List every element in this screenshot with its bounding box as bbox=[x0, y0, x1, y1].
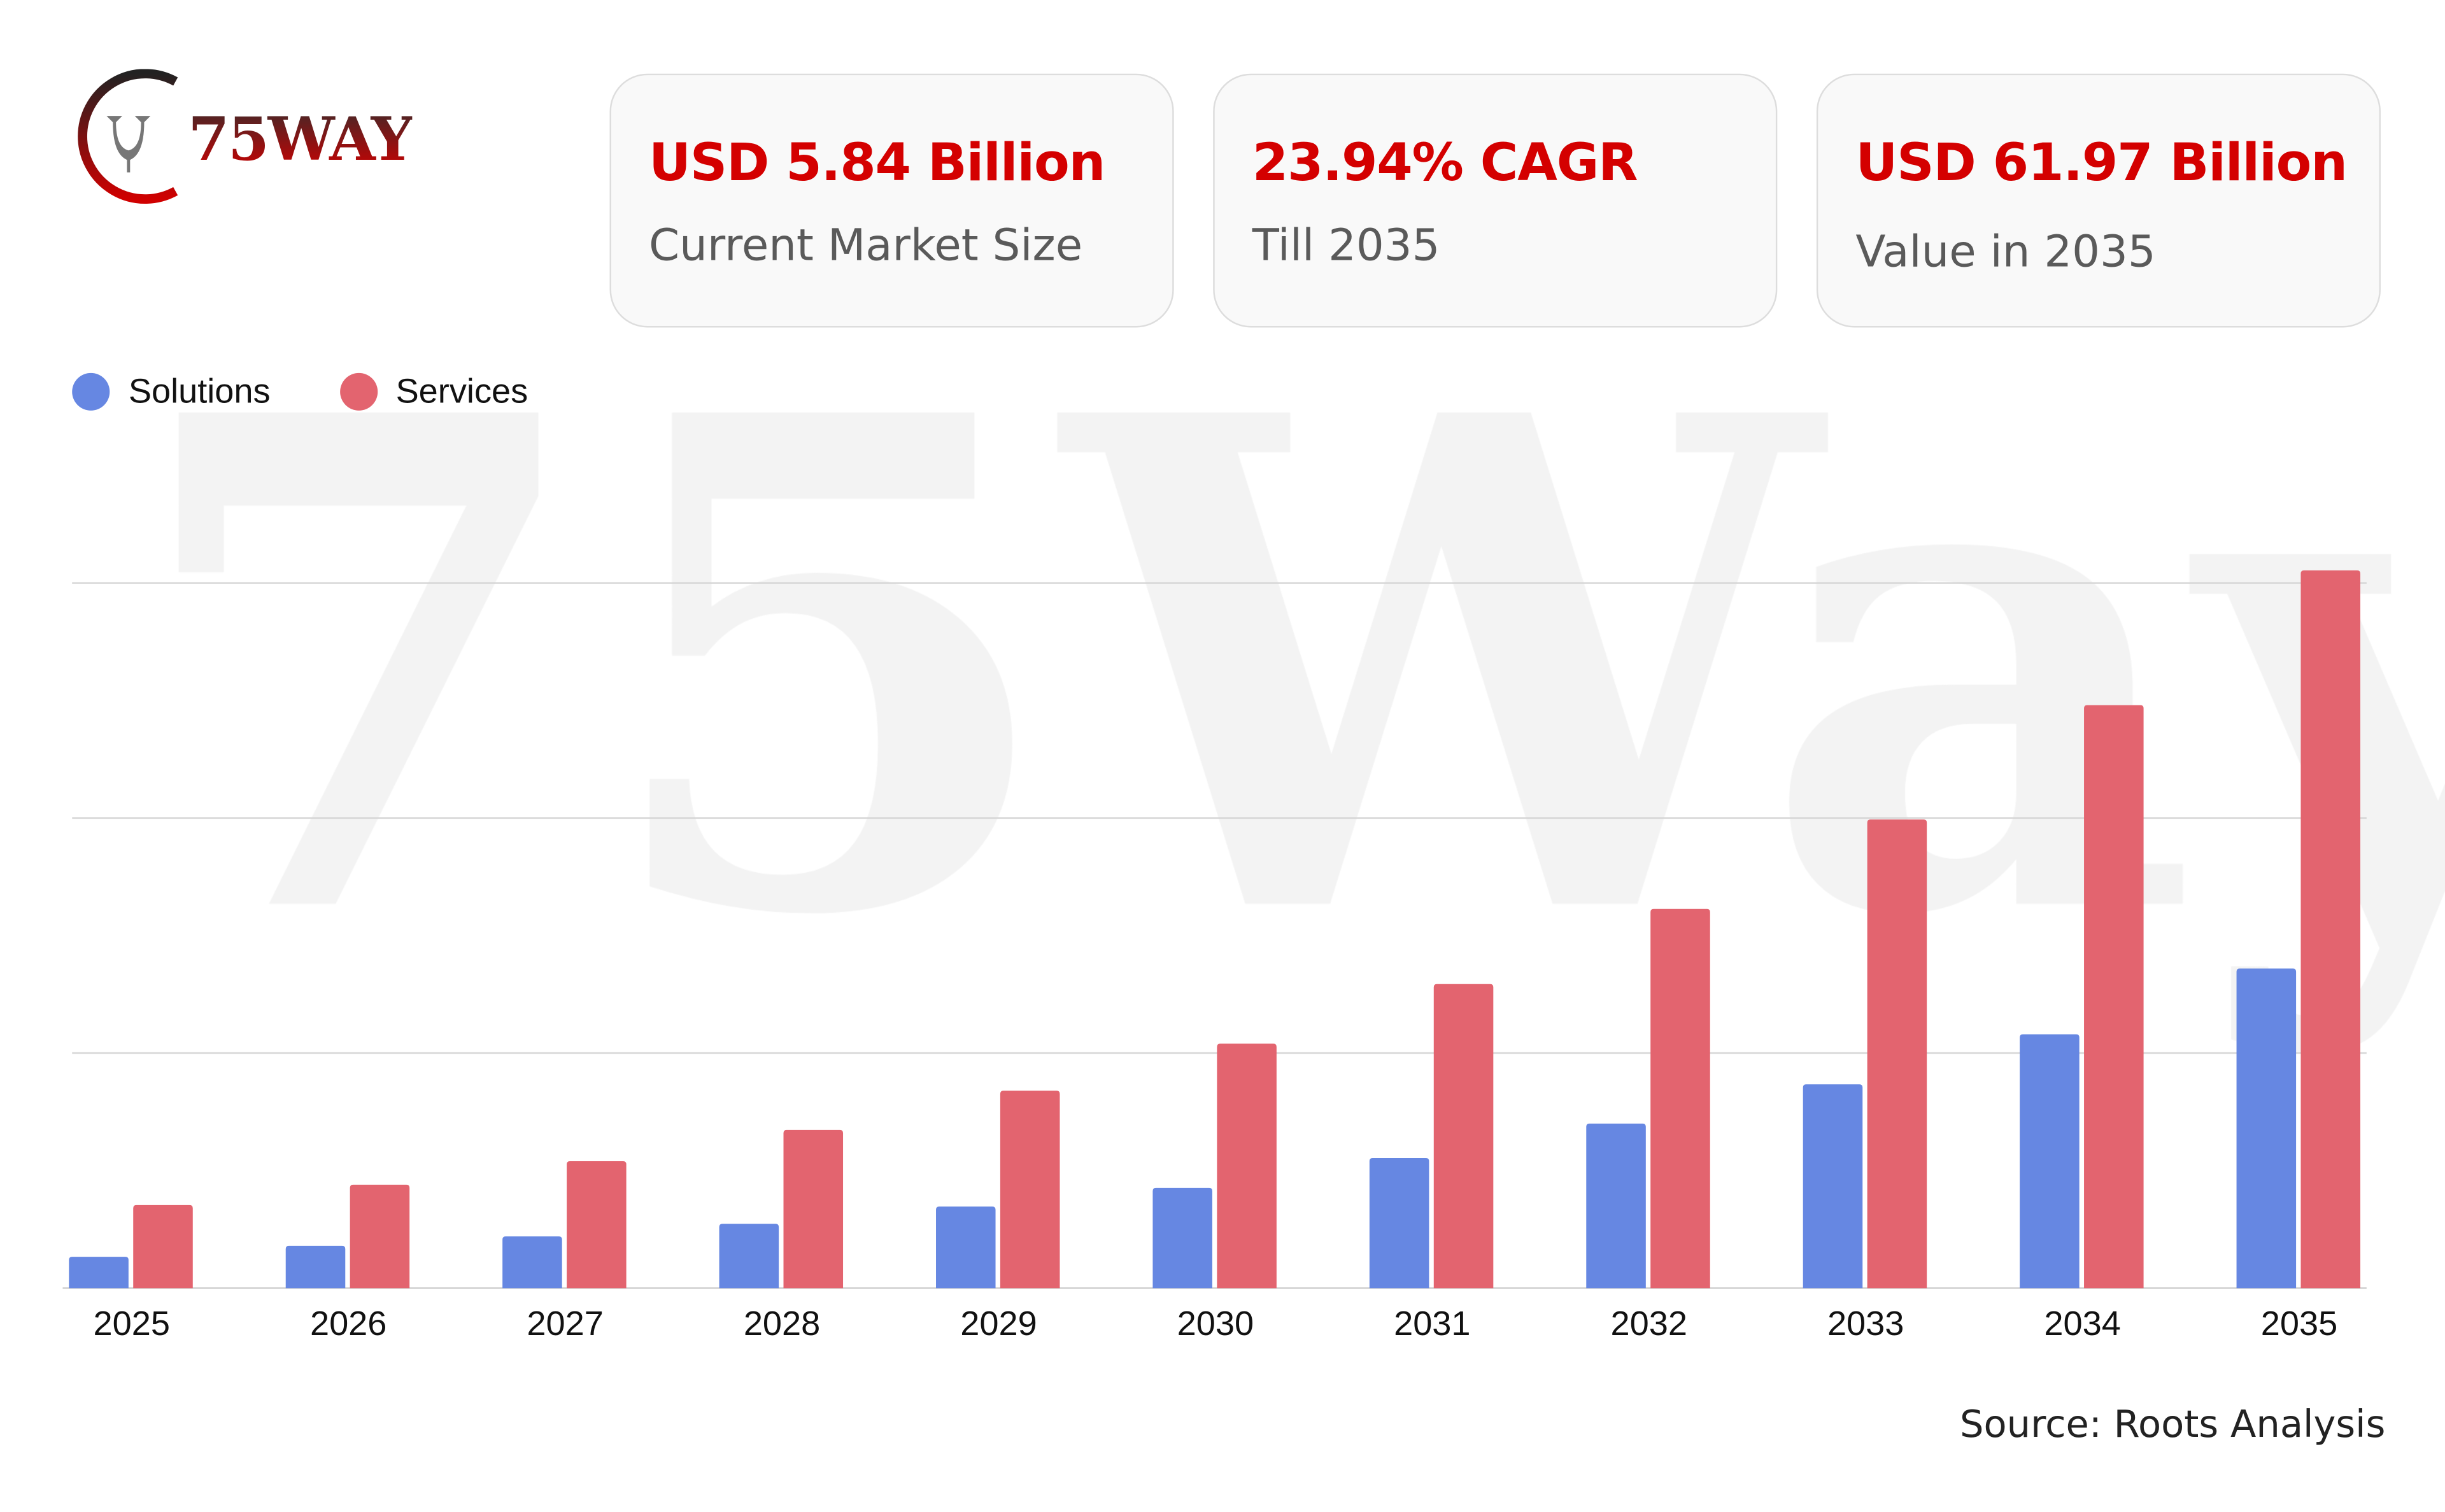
bar-solutions-2029 bbox=[936, 1206, 996, 1289]
legend-label: Services bbox=[395, 371, 528, 411]
bar-services-2025 bbox=[133, 1205, 193, 1289]
legend-label: Solutions bbox=[128, 371, 271, 411]
bar-services-2031 bbox=[1433, 984, 1494, 1289]
legend-item-solutions: Solutions bbox=[72, 371, 271, 412]
bar-services-2034 bbox=[2084, 705, 2144, 1289]
bar-services-2026 bbox=[350, 1184, 410, 1289]
stat-card-2035-value: USD 61.97 Billion Value in 2035 bbox=[1816, 73, 2381, 328]
bar-solutions-2027 bbox=[502, 1236, 562, 1289]
x-tick-label: 2028 bbox=[744, 1304, 820, 1343]
x-tick-label: 2025 bbox=[94, 1304, 170, 1343]
stat-card-market-size: USD 5.84 Billion Current Market Size bbox=[609, 73, 1174, 328]
bar-chart: 2025 2026 2027 2028 2029 2030 2031 2032 2033 2034… bbox=[62, 570, 2367, 1343]
x-tick-label: 2032 bbox=[1611, 1304, 1687, 1343]
legend-swatch-solutions bbox=[72, 372, 110, 411]
x-tick-label: 2030 bbox=[1177, 1304, 1254, 1343]
legend-swatch-services bbox=[339, 372, 378, 411]
stat-value: 23.94% CAGR bbox=[1252, 131, 1638, 193]
bar-solutions-2026 bbox=[285, 1245, 346, 1289]
bar-services-2035 bbox=[2300, 570, 2361, 1289]
x-tick-label: 2035 bbox=[2261, 1304, 2337, 1343]
x-tick-label: 2033 bbox=[1827, 1304, 1904, 1343]
legend-item-services: Services bbox=[339, 371, 528, 412]
bar-solutions-2034 bbox=[2020, 1034, 2080, 1289]
x-tick-label: 2027 bbox=[527, 1304, 603, 1343]
bar-solutions-2030 bbox=[1152, 1187, 1212, 1289]
stat-label: Value in 2035 bbox=[1855, 225, 2156, 278]
stat-card-cagr: 23.94% CAGR Till 2035 bbox=[1213, 73, 1778, 328]
bar-services-2030 bbox=[1217, 1043, 1277, 1289]
bar-solutions-2028 bbox=[719, 1224, 779, 1289]
source-note: Source: Roots Analysis bbox=[1959, 1402, 2386, 1446]
bar-solutions-2025 bbox=[69, 1257, 129, 1289]
x-tick-label: 2034 bbox=[2044, 1304, 2120, 1343]
x-tick-label: 2026 bbox=[310, 1304, 386, 1343]
bar-solutions-2031 bbox=[1369, 1158, 1429, 1289]
stat-value: USD 61.97 Billion bbox=[1855, 131, 2348, 193]
bar-services-2033 bbox=[1867, 819, 1927, 1289]
x-tick-label: 2029 bbox=[960, 1304, 1037, 1343]
brand-logo: 75WAY bbox=[66, 69, 457, 204]
bar-services-2028 bbox=[783, 1129, 844, 1289]
bar-solutions-2033 bbox=[1803, 1084, 1863, 1289]
bar-solutions-2032 bbox=[1586, 1123, 1646, 1289]
stat-label: Current Market Size bbox=[649, 219, 1083, 271]
logo-emblem-icon bbox=[78, 69, 178, 204]
bar-services-2027 bbox=[567, 1161, 627, 1289]
stat-value: USD 5.84 Billion bbox=[649, 131, 1105, 193]
x-tick-label: 2031 bbox=[1394, 1304, 1470, 1343]
stat-label: Till 2035 bbox=[1252, 219, 1440, 271]
bar-solutions-2035 bbox=[2236, 968, 2297, 1289]
chart-legend: Solutions Services bbox=[72, 371, 528, 412]
logo-text: 75WAY bbox=[188, 103, 413, 174]
bar-services-2032 bbox=[1650, 908, 1710, 1289]
bar-services-2029 bbox=[1000, 1091, 1060, 1289]
